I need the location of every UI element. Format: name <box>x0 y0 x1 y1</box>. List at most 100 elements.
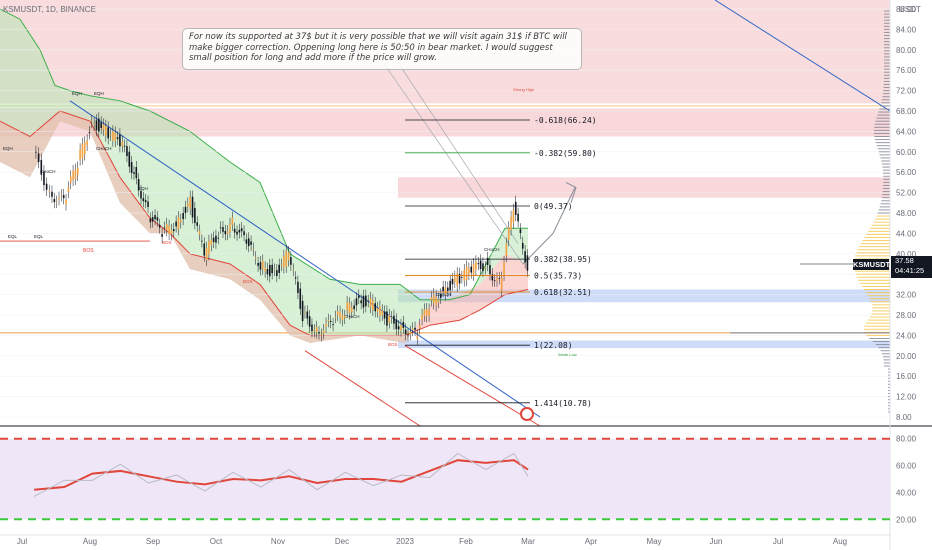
candle-body <box>35 151 37 153</box>
candle-body <box>247 238 250 247</box>
volume-profile-bar <box>888 396 890 398</box>
analysis-note: For now its supported at 37$ but it is v… <box>182 28 582 70</box>
volume-profile-bar <box>883 74 890 76</box>
candle-body <box>484 267 487 269</box>
candle-body <box>233 228 236 233</box>
volume-profile-bar <box>881 99 890 101</box>
candle-body <box>123 145 126 147</box>
volume-profile-bar <box>883 41 890 43</box>
candle-body <box>245 239 248 244</box>
y-tick-label: 76.00 <box>896 66 917 75</box>
trend-line-red-2 <box>404 345 541 427</box>
rsi-smooth-line <box>34 459 529 491</box>
candle-body <box>407 334 409 336</box>
eqh-label: EQH <box>72 91 82 96</box>
candle-body <box>219 227 222 229</box>
volume-profile-bar <box>872 341 890 343</box>
candle-body <box>519 229 522 234</box>
volume-profile-bar <box>869 316 890 318</box>
volume-profile-bar <box>888 389 890 391</box>
note-pointer-2 <box>394 57 519 244</box>
choch-label: CHoCH <box>436 292 452 297</box>
candle-body <box>435 296 437 306</box>
volume-profile-bar <box>874 136 890 137</box>
fib-label: 0.382(38.95) <box>534 255 592 264</box>
volume-profile-bar <box>884 10 890 12</box>
choch-label: CHoCH <box>40 169 56 174</box>
trend-line-blue <box>69 100 541 418</box>
fib-label: -0.618(66.24) <box>534 116 597 125</box>
candle-body <box>381 310 384 315</box>
volume-profile-bar <box>888 393 890 395</box>
candle-body <box>360 300 362 304</box>
volume-profile-bar <box>874 129 890 131</box>
fib-label: -0.382(59.80) <box>534 149 597 158</box>
candle-body <box>40 159 43 175</box>
volume-profile-bar <box>884 28 890 30</box>
candle-body <box>67 187 70 192</box>
candle-body <box>505 243 508 257</box>
candle-body <box>437 299 440 303</box>
candle-body <box>72 170 74 180</box>
rsi-background <box>0 438 890 520</box>
volume-profile-bar <box>864 325 890 327</box>
choch-label: CHoCH <box>484 247 500 252</box>
volume-profile-bar <box>880 105 890 107</box>
candle-body <box>51 191 53 197</box>
candle-body <box>229 223 231 232</box>
candle-body <box>226 231 229 234</box>
volume-profile-bar <box>883 80 890 82</box>
y-tick-label: 80.00 <box>896 46 917 55</box>
x-tick-label: Oct <box>210 537 223 546</box>
volume-profile-bar <box>883 65 890 67</box>
volume-profile-bar <box>881 160 890 162</box>
candle-body <box>280 264 283 266</box>
candle-body <box>163 227 166 229</box>
grid-layer <box>0 8 890 418</box>
candle-body <box>358 295 360 298</box>
y-tick-label: 60.00 <box>896 148 917 157</box>
volume-profile-bar <box>883 175 890 177</box>
candle-body <box>348 303 351 314</box>
candle-body <box>397 326 400 330</box>
us-flag-icon-inner <box>522 409 532 419</box>
candle-body <box>451 278 454 285</box>
volume-profile-bar <box>860 282 890 284</box>
volume-profile-bar <box>883 359 890 361</box>
candle-body <box>404 329 407 335</box>
x-tick-label: Aug <box>83 537 97 546</box>
volume-profile-bar <box>875 218 890 220</box>
fib-label: 1(22.08) <box>534 341 573 350</box>
volume-profile-bar <box>863 328 890 330</box>
candle-body <box>58 197 60 200</box>
candle-body <box>149 218 152 223</box>
volume-profile-bar <box>875 120 890 122</box>
volume-profile-bar <box>865 322 890 324</box>
last-price-label: 37.58 04:41:25 <box>891 256 932 278</box>
volume-profile-bar <box>854 258 890 260</box>
candle-body <box>327 319 330 322</box>
candle-body <box>372 300 374 310</box>
candle-body <box>74 169 77 179</box>
candle-body <box>322 330 325 334</box>
volume-profile-bar <box>878 347 890 349</box>
candle-body <box>222 227 224 232</box>
x-tick-label: May <box>646 537 661 546</box>
candle-body <box>107 127 110 139</box>
volume-profile-bar <box>883 90 890 92</box>
candle-body <box>264 267 266 272</box>
volume-profile-bar <box>858 279 890 281</box>
bos-label: BOS <box>162 240 172 245</box>
candle-body <box>313 330 316 332</box>
candle-body <box>37 153 40 163</box>
candle-body <box>292 269 295 271</box>
volume-profile-bar <box>883 56 890 58</box>
candle-body <box>432 294 435 304</box>
y-tick-label: 84.00 <box>896 25 917 34</box>
volume-profile-bar <box>883 172 890 174</box>
choch-label: CHoCH <box>96 146 112 151</box>
candle-body <box>339 311 341 318</box>
bos-label: BOS <box>243 279 253 284</box>
volume-profile-bar <box>882 353 890 355</box>
